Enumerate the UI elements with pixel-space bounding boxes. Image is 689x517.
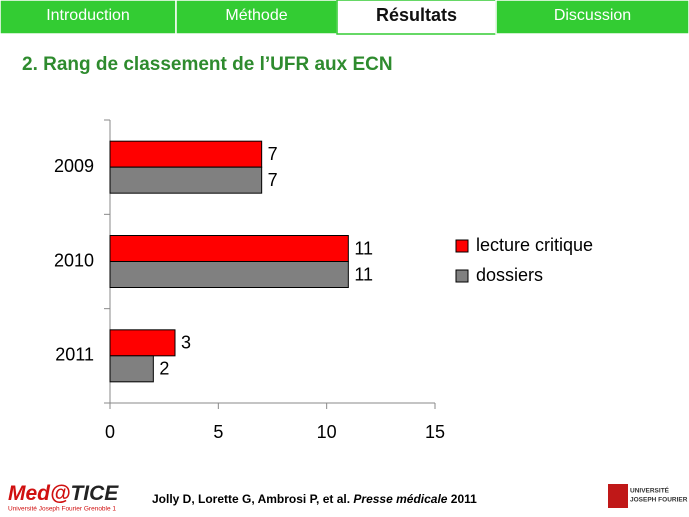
right-logo-text: UNIVERSITÉ bbox=[630, 486, 670, 495]
nav-tab-label: Méthode bbox=[225, 7, 287, 24]
nav-tab-label: Résultats bbox=[376, 5, 457, 25]
nav-tab-label: Discussion bbox=[554, 7, 631, 24]
data-label: 7 bbox=[268, 144, 278, 164]
logo-brand: Med@TICE bbox=[8, 482, 119, 505]
x-tick-label: 15 bbox=[425, 422, 445, 442]
x-tick-label: 5 bbox=[213, 422, 223, 442]
y-tick-label: 2009 bbox=[54, 156, 94, 176]
y-tick-label: 2010 bbox=[54, 250, 94, 270]
data-label: 3 bbox=[181, 333, 191, 353]
data-label: 2 bbox=[159, 359, 169, 379]
citation: Jolly D, Lorette G, Ambrosi P, et al. Pr… bbox=[152, 492, 477, 506]
data-label: 7 bbox=[268, 170, 278, 190]
bar bbox=[109, 235, 349, 262]
legend-swatch bbox=[455, 239, 469, 253]
x-tick-label: 10 bbox=[317, 422, 337, 442]
logo-sub: Université Joseph Fourier Grenoble 1 bbox=[8, 506, 116, 513]
bar bbox=[109, 140, 263, 168]
right-logo-text: JOSEPH FOURIER bbox=[630, 497, 688, 504]
bar bbox=[109, 261, 349, 288]
legend-swatch bbox=[455, 269, 469, 283]
legend-label: lecture critique bbox=[476, 235, 593, 255]
data-label: 11 bbox=[354, 238, 373, 258]
bar bbox=[109, 355, 154, 383]
nav-tab-label: Introduction bbox=[46, 7, 130, 24]
bar bbox=[109, 329, 176, 357]
right-logo-icon bbox=[608, 484, 628, 508]
bar bbox=[109, 166, 263, 194]
nav-tab[interactable] bbox=[495, 0, 689, 35]
nav-tab[interactable] bbox=[175, 0, 338, 35]
x-tick-label: 0 bbox=[105, 422, 115, 442]
legend-label: dossiers bbox=[476, 265, 543, 285]
data-label: 11 bbox=[354, 264, 373, 284]
y-tick-label: 2011 bbox=[55, 345, 94, 365]
slide-title: 2. Rang de classement de l’UFR aux ECN bbox=[22, 54, 393, 75]
